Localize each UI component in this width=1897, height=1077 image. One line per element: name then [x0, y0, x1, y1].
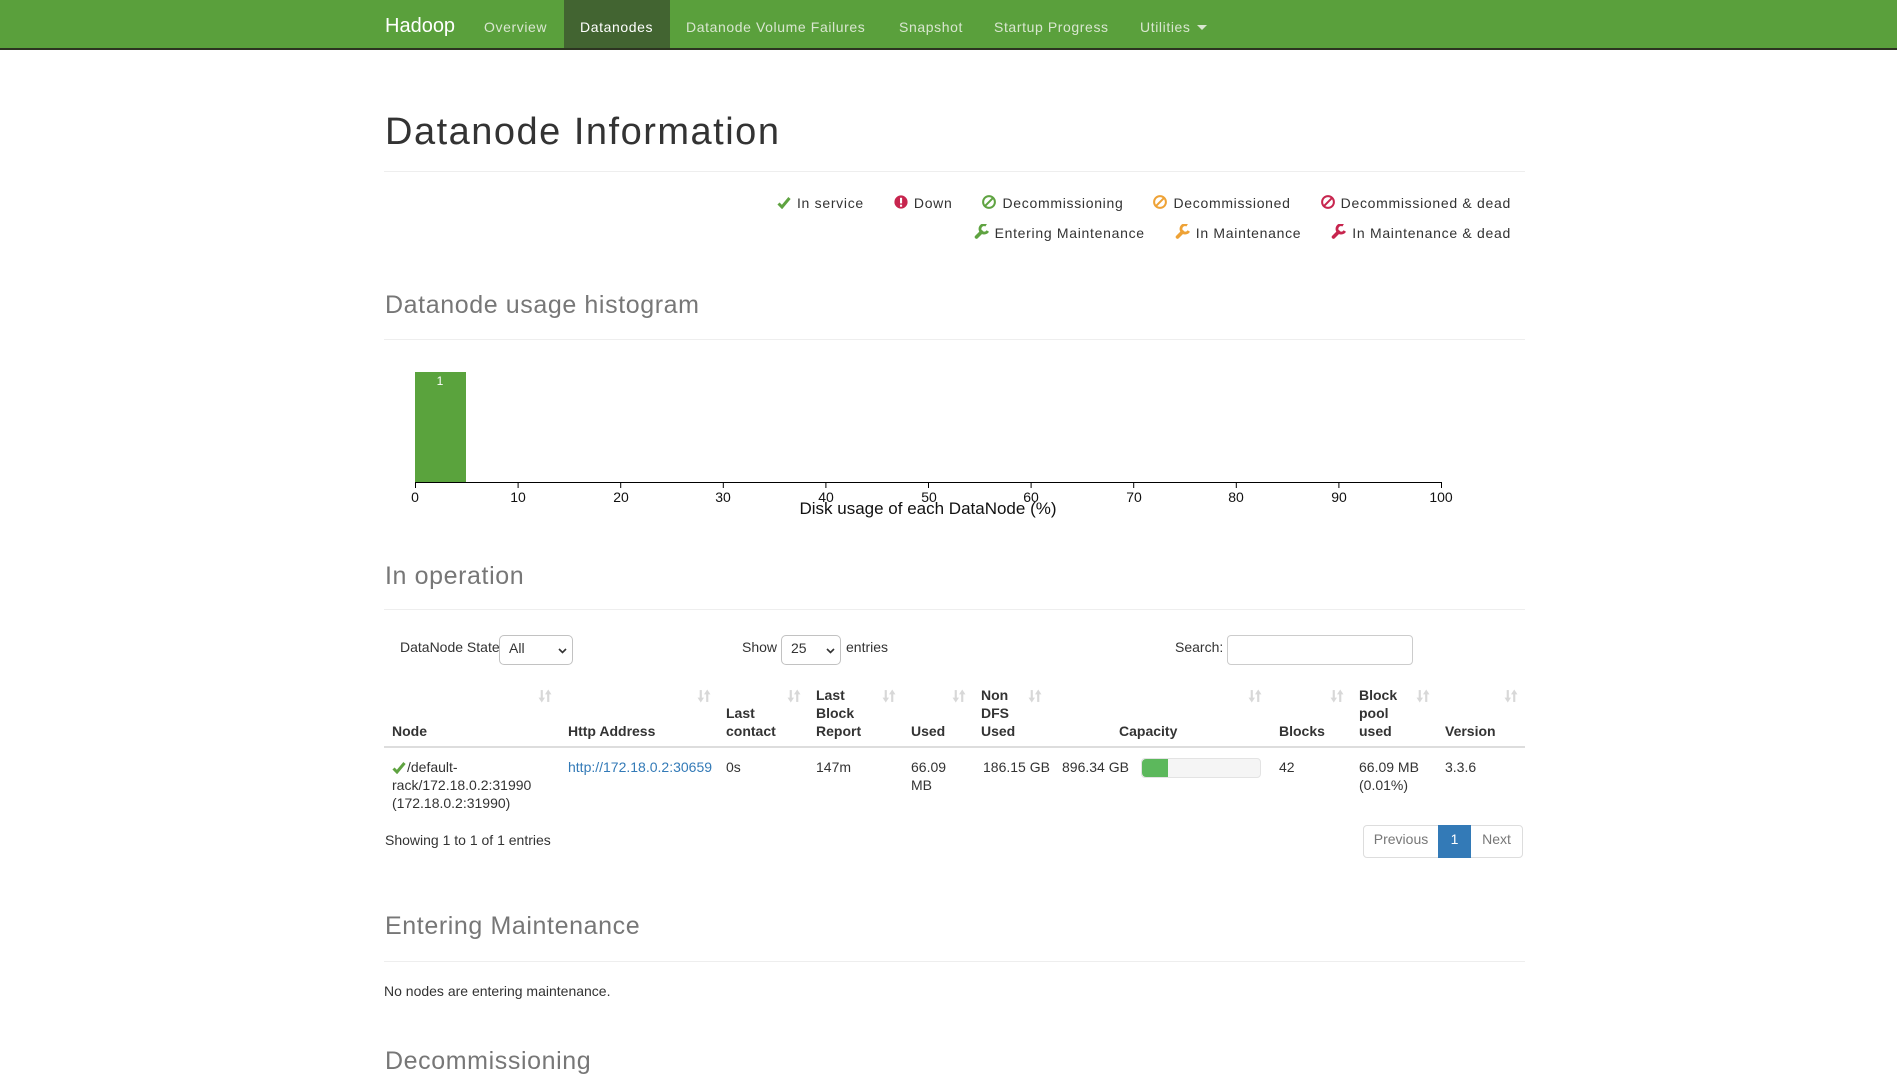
svg-text:60: 60 — [1023, 489, 1039, 505]
svg-text:20: 20 — [613, 489, 629, 505]
svg-text:90: 90 — [1331, 489, 1347, 505]
svg-text:50: 50 — [921, 489, 937, 505]
svg-text:80: 80 — [1228, 489, 1244, 505]
svg-text:1: 1 — [437, 374, 444, 388]
svg-text:10: 10 — [510, 489, 526, 505]
svg-text:Disk usage of each DataNode (%: Disk usage of each DataNode (%) — [799, 499, 1056, 518]
svg-text:30: 30 — [715, 489, 731, 505]
svg-text:0: 0 — [411, 489, 419, 505]
svg-text:100: 100 — [1429, 489, 1453, 505]
svg-text:40: 40 — [818, 489, 834, 505]
svg-text:70: 70 — [1126, 489, 1142, 505]
